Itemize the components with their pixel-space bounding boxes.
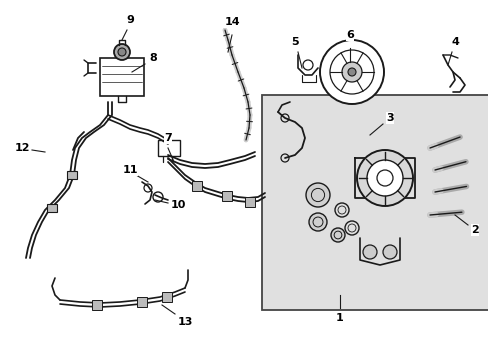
Text: 8: 8 (149, 53, 157, 63)
Text: 7: 7 (164, 133, 171, 143)
Text: 2: 2 (470, 225, 478, 235)
Bar (162, 292, 172, 302)
Bar (47, 204, 57, 212)
Text: 3: 3 (386, 113, 393, 123)
Circle shape (347, 68, 355, 76)
Bar (158, 140, 180, 156)
Text: 12: 12 (14, 143, 30, 153)
Circle shape (319, 40, 383, 104)
Text: 5: 5 (290, 37, 298, 47)
Text: 6: 6 (346, 30, 353, 40)
Bar (137, 297, 147, 307)
Text: 13: 13 (177, 317, 192, 327)
Circle shape (305, 183, 329, 207)
Bar (222, 191, 231, 201)
Bar (262, 95, 488, 310)
Bar (67, 171, 77, 179)
Circle shape (341, 62, 361, 82)
Bar (92, 300, 102, 310)
Bar (244, 197, 254, 207)
Circle shape (118, 48, 126, 56)
Circle shape (330, 228, 345, 242)
Bar (100, 58, 143, 96)
Text: 4: 4 (450, 37, 458, 47)
Text: 14: 14 (224, 17, 239, 27)
Text: 10: 10 (170, 200, 185, 210)
Text: 1: 1 (335, 313, 343, 323)
Circle shape (366, 160, 402, 196)
Circle shape (356, 150, 412, 206)
Circle shape (382, 245, 396, 259)
Circle shape (308, 213, 326, 231)
Text: 9: 9 (126, 15, 134, 25)
Text: 11: 11 (122, 165, 138, 175)
Circle shape (114, 44, 130, 60)
Bar (192, 181, 202, 191)
Circle shape (362, 245, 376, 259)
